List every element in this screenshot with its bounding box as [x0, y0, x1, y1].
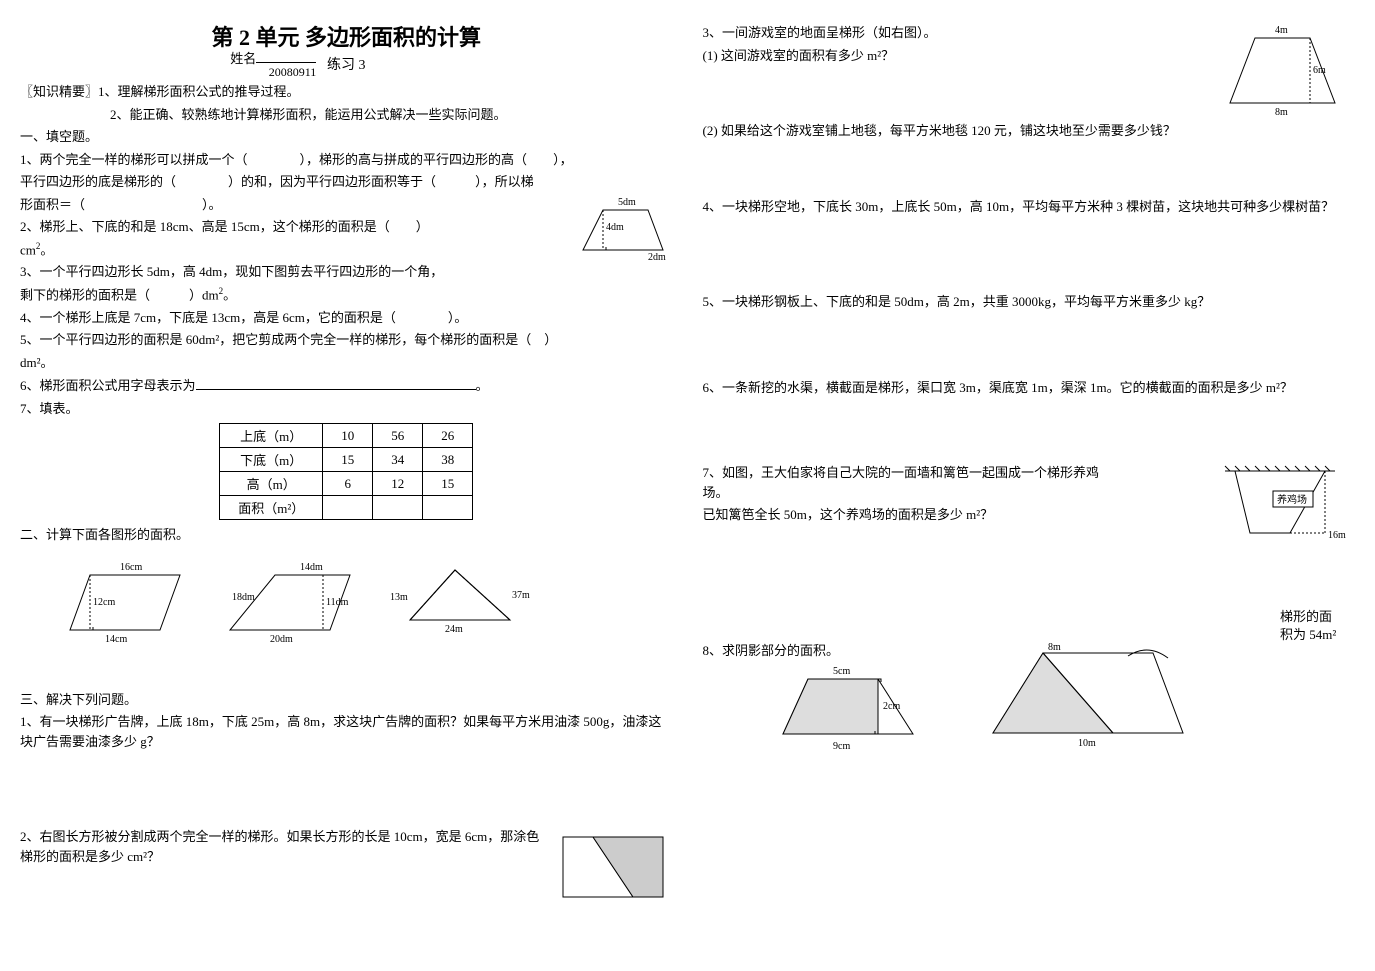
q5-text2: dm²。 — [20, 353, 673, 373]
svg-text:24m: 24m — [445, 624, 463, 635]
q3-text2: 剩下的梯形的面积是（ ）dm2。 — [20, 285, 673, 305]
q1-text2: 平行四边形的底是梯形的（ ）的和，因为平行四边形面积等于（ ），所以梯 — [20, 172, 673, 192]
svg-text:5dm: 5dm — [618, 197, 636, 208]
shade-fig-b: 8m 10m — [973, 638, 1213, 758]
fig8b-label1: 梯形的面 — [1280, 609, 1332, 624]
s3-q1: 1、有一块梯形广告牌，上底 18m，下底 25m，高 8m，求这块广告牌的面积？… — [20, 712, 673, 751]
knowledge-line: 〖知识精要〗1、理解梯形面积公式的推导过程。 — [20, 82, 673, 102]
svg-text:12cm: 12cm — [93, 597, 115, 608]
section2-heading: 二、计算下面各图形的面积。 — [20, 525, 673, 545]
trapezoid-game-room: 4m 6m 8m — [1215, 23, 1355, 123]
knowledge-line2: 2、能正确、较熟练地计算梯形面积，能运用公式解决一些实际问题。 — [20, 105, 673, 125]
svg-text:18dm: 18dm — [232, 592, 255, 603]
q4-text: 4、一个梯形上底是 7cm，下底是 13cm，高是 6cm，它的面积是（ ）。 — [20, 308, 673, 328]
svg-text:16m: 16m — [1328, 530, 1346, 541]
q3-text: 3、一个平行四边形长 5dm，高 4dm，现如下图剪去平行四边形的一个角， — [20, 262, 673, 282]
triangle-fig3: 13m 24m 37m — [390, 560, 530, 650]
svg-text:16cm: 16cm — [120, 562, 142, 573]
q5-text: 5、一个平行四边形的面积是 60dm²，把它剪成两个完全一样的梯形，每个梯形的面… — [20, 330, 673, 350]
svg-text:4dm: 4dm — [606, 222, 624, 233]
fill-table: 上底（m）105626 下底（m）153438 高（m）61215 面积（m²） — [219, 423, 473, 520]
svg-text:11dm: 11dm — [326, 597, 349, 608]
section-heading: 一、填空题。 — [20, 127, 673, 147]
svg-text:13m: 13m — [390, 592, 408, 603]
svg-text:37m: 37m — [512, 590, 530, 601]
svg-text:2cm: 2cm — [883, 701, 900, 712]
trapezoid-fig2: 18dm 14dm 11dm 20dm — [220, 560, 360, 650]
r-q3c: (2) 如果给这个游戏室铺上地毯，每平方米地毯 120 元，铺这块地至少需要多少… — [703, 121, 1356, 141]
r-q6: 6、一条新挖的水渠，横截面是梯形，渠口宽 3m，渠底宽 1m，渠深 1m。它的横… — [703, 378, 1356, 398]
svg-text:养鸡场: 养鸡场 — [1277, 493, 1307, 506]
page-subtitle: 练习 3 — [20, 54, 673, 74]
q7-text: 7、填表。 — [20, 399, 673, 419]
trapezoid-fig1: 16cm 12cm 14cm — [60, 560, 190, 650]
section3-heading: 三、解决下列问题。 — [20, 690, 673, 710]
svg-text:2dm: 2dm — [648, 252, 666, 263]
r-q5: 5、一块梯形钢板上、下底的和是 50dm，高 2m，共重 3000kg，平均每平… — [703, 292, 1356, 312]
svg-text:14cm: 14cm — [105, 634, 127, 645]
svg-text:4m: 4m — [1275, 25, 1288, 36]
svg-text:8m: 8m — [1048, 642, 1061, 653]
svg-text:5cm: 5cm — [833, 666, 850, 677]
rectangle-split-fig — [553, 827, 673, 907]
svg-text:10m: 10m — [1078, 738, 1096, 749]
q6-text: 6、梯形面积公式用字母表示为。 — [20, 375, 673, 396]
r-q4: 4、一块梯形空地，下底长 30m，上底长 50m，高 10m，平均每平方米种 3… — [703, 197, 1356, 217]
q1-text: 1、两个完全一样的梯形可以拼成一个（ ），梯形的高与拼成的平行四边形的高（ ）， — [20, 150, 673, 170]
svg-text:6m: 6m — [1313, 65, 1326, 76]
svg-text:8m: 8m — [1275, 107, 1288, 118]
page-title: 第 2 单元 多边形面积的计算 — [20, 20, 673, 52]
svg-text:14dm: 14dm — [300, 562, 323, 573]
fig8b-label2: 积为 54m² — [1280, 627, 1336, 642]
svg-text:9cm: 9cm — [833, 741, 850, 752]
trapezoid-fig-q3: 5dm 4dm 2dm — [573, 195, 673, 265]
date: 20080911 — [269, 65, 317, 80]
r-q8: 8、求阴影部分的面积。 — [703, 641, 933, 661]
chicken-farm-fig: 养鸡场 16m — [1205, 463, 1355, 558]
shade-fig-a: 5cm 2cm 9cm — [763, 664, 933, 764]
svg-text:20dm: 20dm — [270, 634, 293, 645]
